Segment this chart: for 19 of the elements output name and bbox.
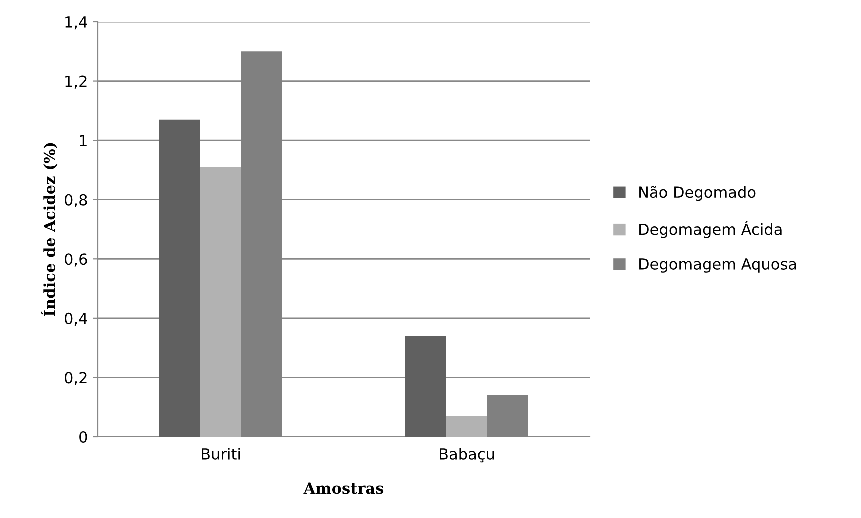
y-tick-label: 1,4	[66, 16, 88, 30]
bar	[160, 120, 200, 437]
y-axis-title: Índice de Acidez (%)	[41, 143, 58, 316]
legend-label: Degomagem Ácida	[640, 220, 782, 238]
x-tick-label: Babaçu	[440, 448, 494, 463]
y-tick-label: 1,2	[66, 76, 87, 89]
y-tick-label: 1	[80, 135, 87, 146]
x-axis-title: Amostras	[304, 482, 384, 494]
y-tick-label: 0	[80, 431, 88, 444]
legend-label: Degomagem Aquosa	[640, 258, 796, 273]
y-tick-label: 0,8	[64, 194, 88, 208]
legend-label: Não Degomado	[640, 186, 756, 202]
y-tick-label: 0,4	[64, 312, 88, 326]
bar	[200, 167, 242, 437]
bar	[406, 336, 446, 437]
bar	[446, 416, 488, 437]
y-tick-label: 0,6	[64, 254, 88, 267]
y-tick-label: 0,2	[64, 372, 87, 386]
x-tick-label: Buriti	[202, 448, 240, 460]
